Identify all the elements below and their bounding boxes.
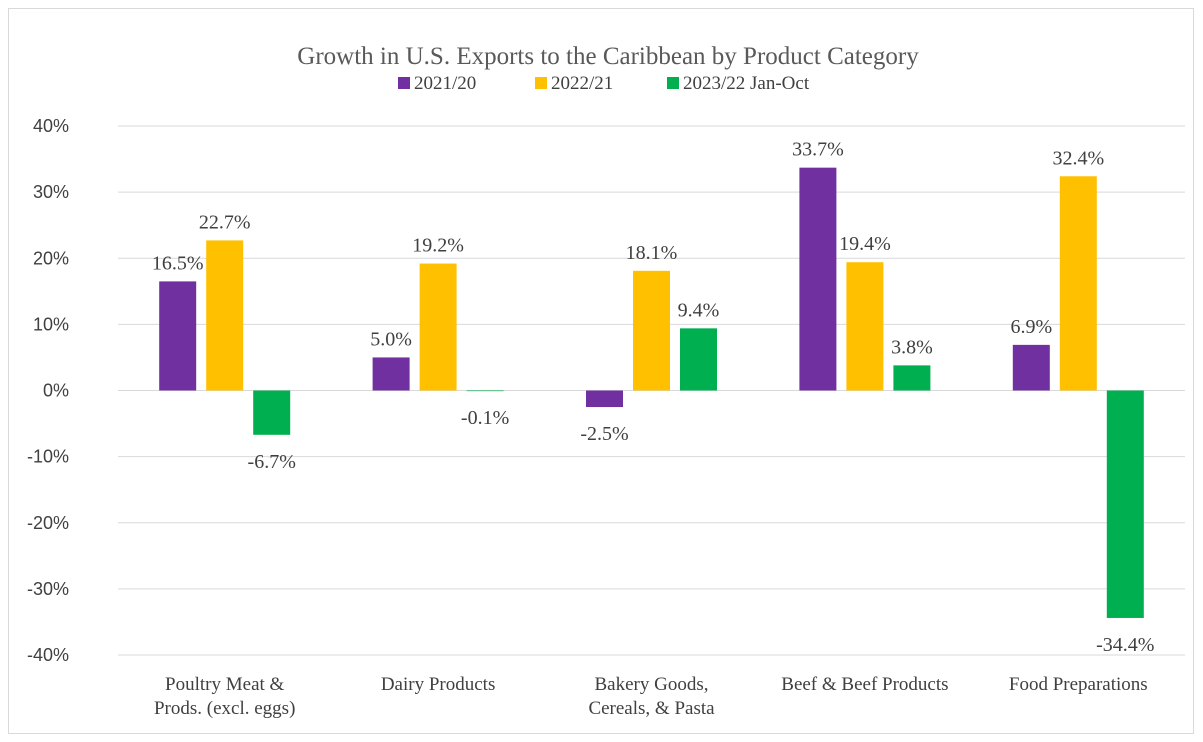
- x-axis-category-labels: Poultry Meat & Prods. (excl. eggs) Dairy P…: [154, 674, 1148, 719]
- data-labels: 16.5% 5.0% -2.5% 33.7% 6.9% 22.7% 19.2% 18.1% 19…: [152, 139, 1155, 656]
- legend-label: 2021/20: [414, 73, 476, 94]
- legend-swatch: [535, 77, 547, 89]
- x-category-label: Beef & Beef Products: [781, 674, 948, 695]
- legend-label: 2023/22 Jan-Oct: [683, 73, 810, 94]
- bar: [586, 390, 623, 408]
- bar: [893, 365, 931, 391]
- data-label: 3.8%: [891, 336, 933, 358]
- legend-swatch: [667, 77, 679, 89]
- x-category-label: Prods. (excl. eggs): [154, 698, 295, 719]
- bar: [372, 357, 410, 391]
- bar: [680, 328, 717, 391]
- x-category-label: Poultry Meat &: [165, 674, 284, 695]
- chart-frame: Growth in U.S. Exports to the Caribbean …: [8, 8, 1194, 734]
- y-tick-label: -20%: [27, 513, 69, 533]
- y-tick-label: 0%: [43, 381, 69, 401]
- data-label: -0.1%: [461, 407, 509, 429]
- data-label: 19.4%: [839, 233, 891, 255]
- data-label: 33.7%: [792, 139, 844, 161]
- data-label: -6.7%: [248, 451, 296, 473]
- bar: [206, 240, 244, 391]
- bar: [846, 262, 884, 391]
- data-label: 22.7%: [199, 211, 251, 233]
- y-tick-label: -40%: [27, 645, 69, 665]
- y-tick-label: 30%: [33, 182, 69, 202]
- legend-label: 2022/21: [551, 73, 613, 94]
- y-tick-label: -10%: [27, 447, 69, 467]
- bar: [1106, 390, 1144, 618]
- y-tick-label: 10%: [33, 314, 69, 334]
- bars: [159, 167, 1144, 618]
- legend-swatch: [398, 77, 410, 89]
- data-label: 16.5%: [152, 252, 204, 274]
- data-label: 6.9%: [1010, 316, 1052, 338]
- data-label: 18.1%: [626, 242, 678, 264]
- data-label: 5.0%: [370, 328, 412, 350]
- bar: [419, 263, 457, 391]
- y-tick-label: -30%: [27, 579, 69, 599]
- y-tick-label: 40%: [33, 116, 69, 136]
- bar: [1059, 176, 1097, 391]
- bar: [799, 167, 837, 391]
- x-category-label: Cereals, & Pasta: [588, 698, 715, 719]
- x-category-label: Food Preparations: [1009, 674, 1148, 695]
- data-label: -34.4%: [1096, 634, 1154, 656]
- bar: [633, 270, 670, 391]
- bar: [253, 390, 291, 435]
- x-category-label: Bakery Goods,: [595, 674, 709, 695]
- bar-chart: Growth in U.S. Exports to the Caribbean …: [27, 43, 1185, 719]
- data-label: 32.4%: [1052, 147, 1104, 169]
- bar: [1012, 344, 1050, 391]
- chart-title: Growth in U.S. Exports to the Caribbean …: [297, 43, 919, 70]
- bar: [466, 390, 504, 392]
- y-tick-label: 20%: [33, 248, 69, 268]
- y-axis-tick-labels: 40% 30% 20% 10% 0% -10% -20% -30% -40%: [27, 116, 69, 665]
- legend: 2021/20 2022/21 2023/22 Jan-Oct: [398, 73, 810, 94]
- data-label: -2.5%: [580, 423, 628, 445]
- data-label: 19.2%: [412, 235, 464, 257]
- data-label: 9.4%: [678, 299, 720, 321]
- x-category-label: Dairy Products: [381, 674, 496, 695]
- bar: [159, 281, 197, 391]
